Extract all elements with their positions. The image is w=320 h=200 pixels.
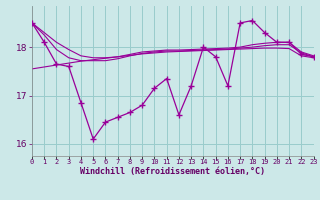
X-axis label: Windchill (Refroidissement éolien,°C): Windchill (Refroidissement éolien,°C) <box>80 167 265 176</box>
